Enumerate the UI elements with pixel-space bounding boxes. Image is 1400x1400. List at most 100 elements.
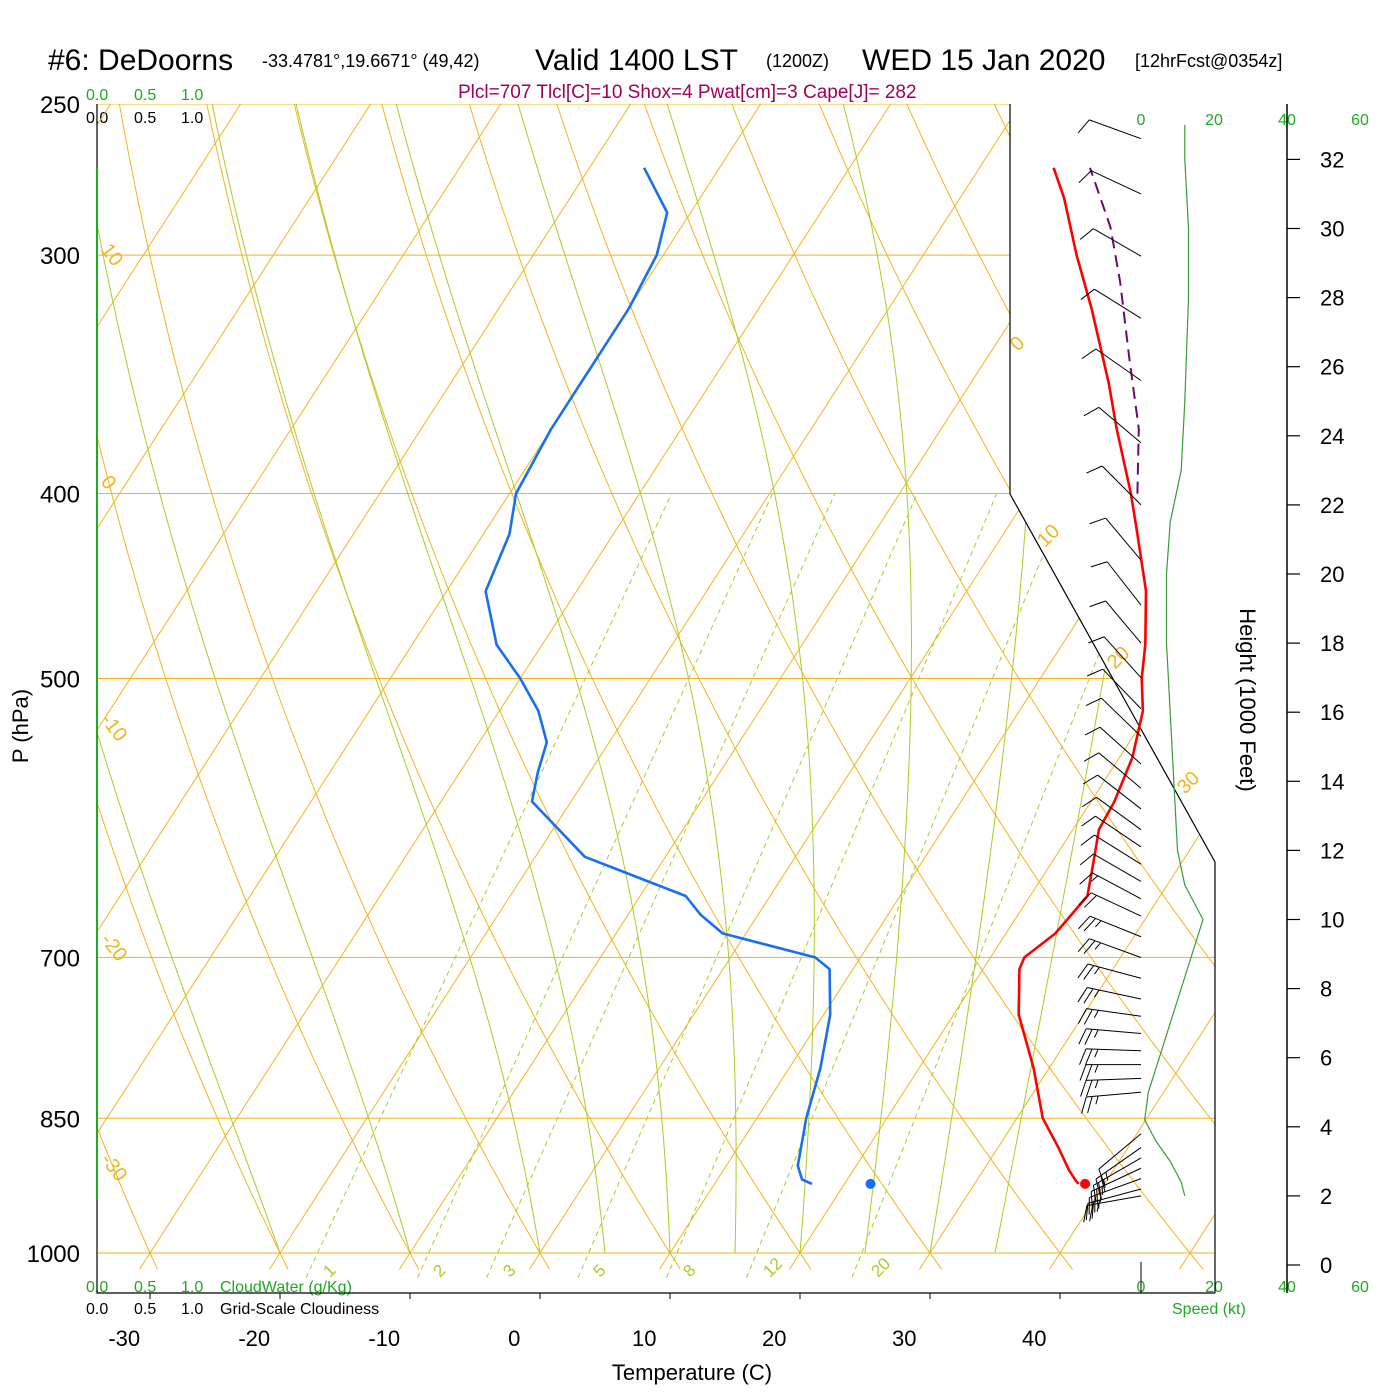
cloudiness-label: Grid-Scale Cloudiness: [220, 1301, 379, 1318]
wind-barb: [1079, 228, 1142, 257]
isotherm-line: [138, 104, 936, 1270]
mixing-ratio-label: 3: [499, 1261, 519, 1281]
wind-barb-flag: [1083, 988, 1094, 1004]
wind-barb-staff: [1087, 1188, 1142, 1204]
valid-date: WED 15 Jan 2020: [862, 44, 1105, 77]
parcel-path: [1089, 167, 1140, 494]
height-tick-label: 24: [1320, 424, 1344, 449]
wind-barb-staff: [1087, 987, 1142, 1000]
wind-barb-flag: [1096, 1188, 1099, 1207]
isotherm-label: -30: [96, 1150, 131, 1186]
wind-barb-staff: [1098, 752, 1142, 789]
wind-barb-staff: [1101, 465, 1142, 506]
wind-barb-half: [1094, 1049, 1099, 1058]
cl-bottom-tick: 0.0: [86, 1301, 108, 1318]
wind-barb-flag: [1085, 697, 1102, 706]
wind-barb-staff: [1105, 600, 1142, 644]
height-tick-label: 12: [1320, 838, 1344, 863]
wind-barb-staff: [1092, 872, 1142, 900]
cl-top-tick: 0.5: [134, 110, 156, 127]
isotherm-line: [1178, 104, 1215, 1270]
wind-barb-half: [1093, 1010, 1099, 1018]
height-tick-label: 6: [1320, 1046, 1332, 1071]
wind-barb-half: [1094, 1079, 1099, 1089]
mixing-ratio-line: [666, 493, 998, 1278]
pressure-tick-label: 300: [40, 243, 80, 270]
isotherm-line: [658, 104, 1215, 1270]
wind-speed-scale-bottom: 0 20 40 60 Speed (kt): [1137, 1279, 1369, 1318]
wind-barb: [1080, 288, 1142, 319]
isotherm-line: [1048, 104, 1215, 1270]
wind-panel: [1077, 119, 1204, 1293]
speed-top-tick: 0: [1137, 112, 1146, 129]
pressure-tick-label: 700: [40, 945, 80, 972]
wind-barb-half: [1094, 942, 1101, 950]
wind-barb: [1081, 1091, 1142, 1114]
wind-barb-staff: [1086, 1077, 1142, 1081]
wind-barb-staff: [1090, 170, 1142, 195]
wind-barb-flag: [1084, 726, 1101, 736]
wind-barb-staff: [1095, 815, 1142, 848]
wind-barb: [1088, 636, 1142, 678]
wind-barb: [1078, 915, 1142, 938]
isotherm-line: [97, 104, 546, 1270]
wind-barb-staff: [1086, 1048, 1142, 1052]
wind-barb: [1089, 517, 1142, 561]
coords-label: -33.4781°,19.6671° (49,42): [262, 51, 480, 71]
isotherm-line: [398, 104, 1196, 1270]
speed-bottom-tick: 20: [1205, 1279, 1223, 1296]
speed-top-tick: 20: [1205, 112, 1223, 129]
wind-barb-staff: [1102, 668, 1142, 710]
wind-barb-flag: [1085, 1064, 1093, 1081]
wind-barb-flag: [1086, 465, 1103, 474]
wind-barb-staff: [1097, 774, 1142, 810]
wind-barb-flag: [1100, 1175, 1106, 1193]
wind-barb-flag: [1083, 752, 1100, 762]
dry-adiabat-label: 10: [1033, 520, 1064, 551]
mixing-ratio-label: 12: [759, 1254, 786, 1281]
wind-barb-staff: [1098, 406, 1142, 444]
bottom-cloudwater-scale: 0.0 0.5 1.0 CloudWater (g/Kg) 0.0 0.5 1.…: [86, 1279, 379, 1318]
temperature-tick-label: -10: [368, 1326, 400, 1351]
temperature-tick-label: 20: [762, 1326, 786, 1351]
dry-adiabat-line: [97, 104, 158, 1270]
height-tick-label: 22: [1320, 493, 1344, 518]
surface-dewpoint-dot: [865, 1178, 876, 1189]
wind-barb-flag: [1098, 1168, 1106, 1186]
moist-adiabat-line: [97, 104, 411, 1254]
wind-barb: [1083, 406, 1142, 444]
temperature-tick-label: 10: [632, 1326, 656, 1351]
wind-barb-flag: [1079, 853, 1094, 866]
wind-barb: [1079, 1064, 1141, 1081]
dry-adiabat-line: [107, 104, 551, 1270]
wind-barb-flag: [1083, 1009, 1093, 1025]
frame-left-bottom: [96, 104, 1215, 1294]
temperature-tick-label: -20: [238, 1326, 270, 1351]
wind-barb: [1077, 963, 1142, 980]
wind-barb-flag: [1083, 1205, 1088, 1223]
wind-barb-flag: [1077, 938, 1090, 953]
wind-barb: [1089, 600, 1142, 644]
isotherm-line: [918, 104, 1215, 1270]
dry-adiabat-line: [192, 104, 681, 1270]
moist-adiabat-line: [198, 104, 541, 1254]
temperature-tick-label: 40: [1022, 1326, 1046, 1351]
wind-barb-staff: [1093, 1157, 1142, 1186]
height-tick-label: 28: [1320, 286, 1344, 311]
mixing-ratio-label: 2: [429, 1261, 449, 1281]
wind-barb-half: [1095, 1095, 1099, 1105]
mixing-ratio-line: [305, 493, 672, 1278]
mixing-ratio-line: [577, 493, 918, 1278]
wind-barb-flag: [1079, 1064, 1087, 1081]
wind-barb-staff: [1096, 796, 1142, 831]
wind-barb: [1088, 1178, 1142, 1215]
isotherm-line: [268, 104, 1066, 1270]
wind-barb-flag: [1083, 918, 1096, 932]
dry-adiabat-line: [448, 104, 1073, 1270]
wind-barb: [1085, 697, 1142, 737]
top-cloudwater-scale: 0.0 0.5 1.0 0.0 0.5 1.0: [86, 87, 203, 127]
cw-bottom-tick: 0.5: [134, 1279, 156, 1296]
wind-barb-flag: [1078, 892, 1092, 906]
cw-top-tick: 0.0: [86, 87, 108, 104]
wind-barb-staff: [1099, 726, 1142, 765]
